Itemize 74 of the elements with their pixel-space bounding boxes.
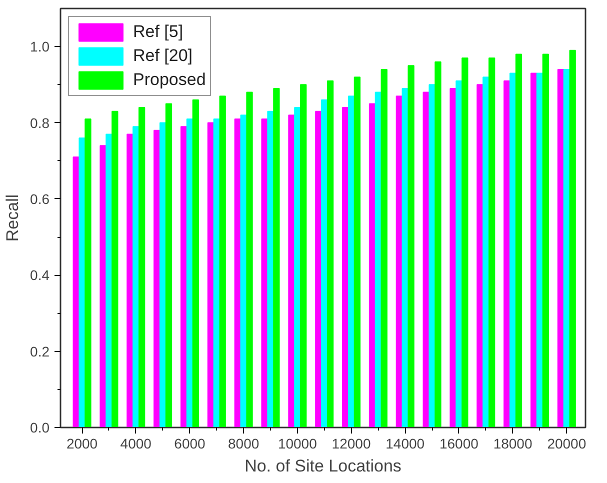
- bar: [78, 138, 86, 428]
- x-tick-label: 12000: [332, 436, 371, 452]
- bar: [234, 118, 241, 428]
- bar: [354, 76, 361, 428]
- y-tick-label: 0.2: [30, 343, 50, 360]
- bar: [207, 122, 214, 428]
- bar: [504, 80, 510, 428]
- bar: [563, 68, 570, 428]
- bar: [380, 68, 388, 428]
- bar: [374, 92, 382, 428]
- bar: [396, 96, 403, 428]
- bar: [348, 96, 355, 428]
- legend-label: Ref [5]: [133, 22, 184, 42]
- bar: [106, 134, 112, 428]
- x-axis-title: No. of Site Locations: [244, 456, 402, 476]
- bar: [300, 84, 307, 428]
- y-tick-label: 0.8: [30, 114, 50, 131]
- bar: [321, 99, 328, 428]
- bar: [294, 107, 301, 428]
- bar: [192, 99, 199, 428]
- y-tick-label: 0.4: [30, 267, 50, 284]
- bar: [288, 114, 295, 428]
- bar: [138, 107, 146, 428]
- bar: [462, 58, 468, 428]
- x-tick-label: 4000: [120, 436, 152, 452]
- x-tick-label: 18000: [493, 436, 532, 452]
- bar: [273, 88, 280, 428]
- bar: [267, 110, 274, 428]
- bar: [569, 50, 576, 428]
- bar: [246, 92, 253, 428]
- bar: [132, 126, 140, 428]
- y-tick-label: 1.0: [30, 38, 50, 55]
- bar: [180, 126, 188, 428]
- x-tick-label: 8000: [228, 436, 260, 452]
- bar: [126, 134, 134, 428]
- bar: [368, 103, 376, 428]
- x-tick-label: 20000: [547, 436, 586, 452]
- bar: [100, 145, 106, 428]
- bar: [159, 122, 166, 428]
- bar: [536, 72, 544, 428]
- y-axis-title: Recall: [3, 194, 22, 242]
- bar: [84, 118, 92, 428]
- bar: [165, 103, 172, 428]
- bar: [186, 118, 194, 428]
- bar: [530, 72, 538, 428]
- bar: [482, 76, 490, 428]
- bar: [476, 84, 484, 428]
- bar: [408, 65, 414, 428]
- bar: [456, 80, 462, 428]
- x-tick-label: 10000: [278, 436, 318, 452]
- bar: [515, 54, 522, 428]
- x-tick-label: 6000: [174, 436, 206, 452]
- bar: [326, 80, 334, 428]
- bar: [213, 118, 220, 428]
- bar: [219, 96, 226, 428]
- y-tick-label: 0.0: [30, 420, 50, 436]
- bar: [450, 88, 456, 428]
- bar: [342, 107, 349, 428]
- bar: [434, 61, 442, 428]
- bar: [557, 68, 564, 428]
- bar: [509, 72, 516, 428]
- x-tick-label: 16000: [439, 436, 479, 452]
- x-tick-label: 14000: [386, 436, 425, 452]
- bar: [112, 110, 118, 428]
- y-tick-label: 0.6: [30, 190, 50, 207]
- legend-label: Ref [20]: [133, 46, 193, 66]
- bar: [154, 130, 160, 428]
- bar: [428, 84, 436, 428]
- bar: [315, 110, 322, 428]
- x-tick-label: 2000: [66, 436, 98, 452]
- bar: [542, 54, 549, 428]
- bar: [488, 58, 496, 428]
- legend-label: Proposed: [133, 70, 206, 90]
- bar: [261, 118, 268, 428]
